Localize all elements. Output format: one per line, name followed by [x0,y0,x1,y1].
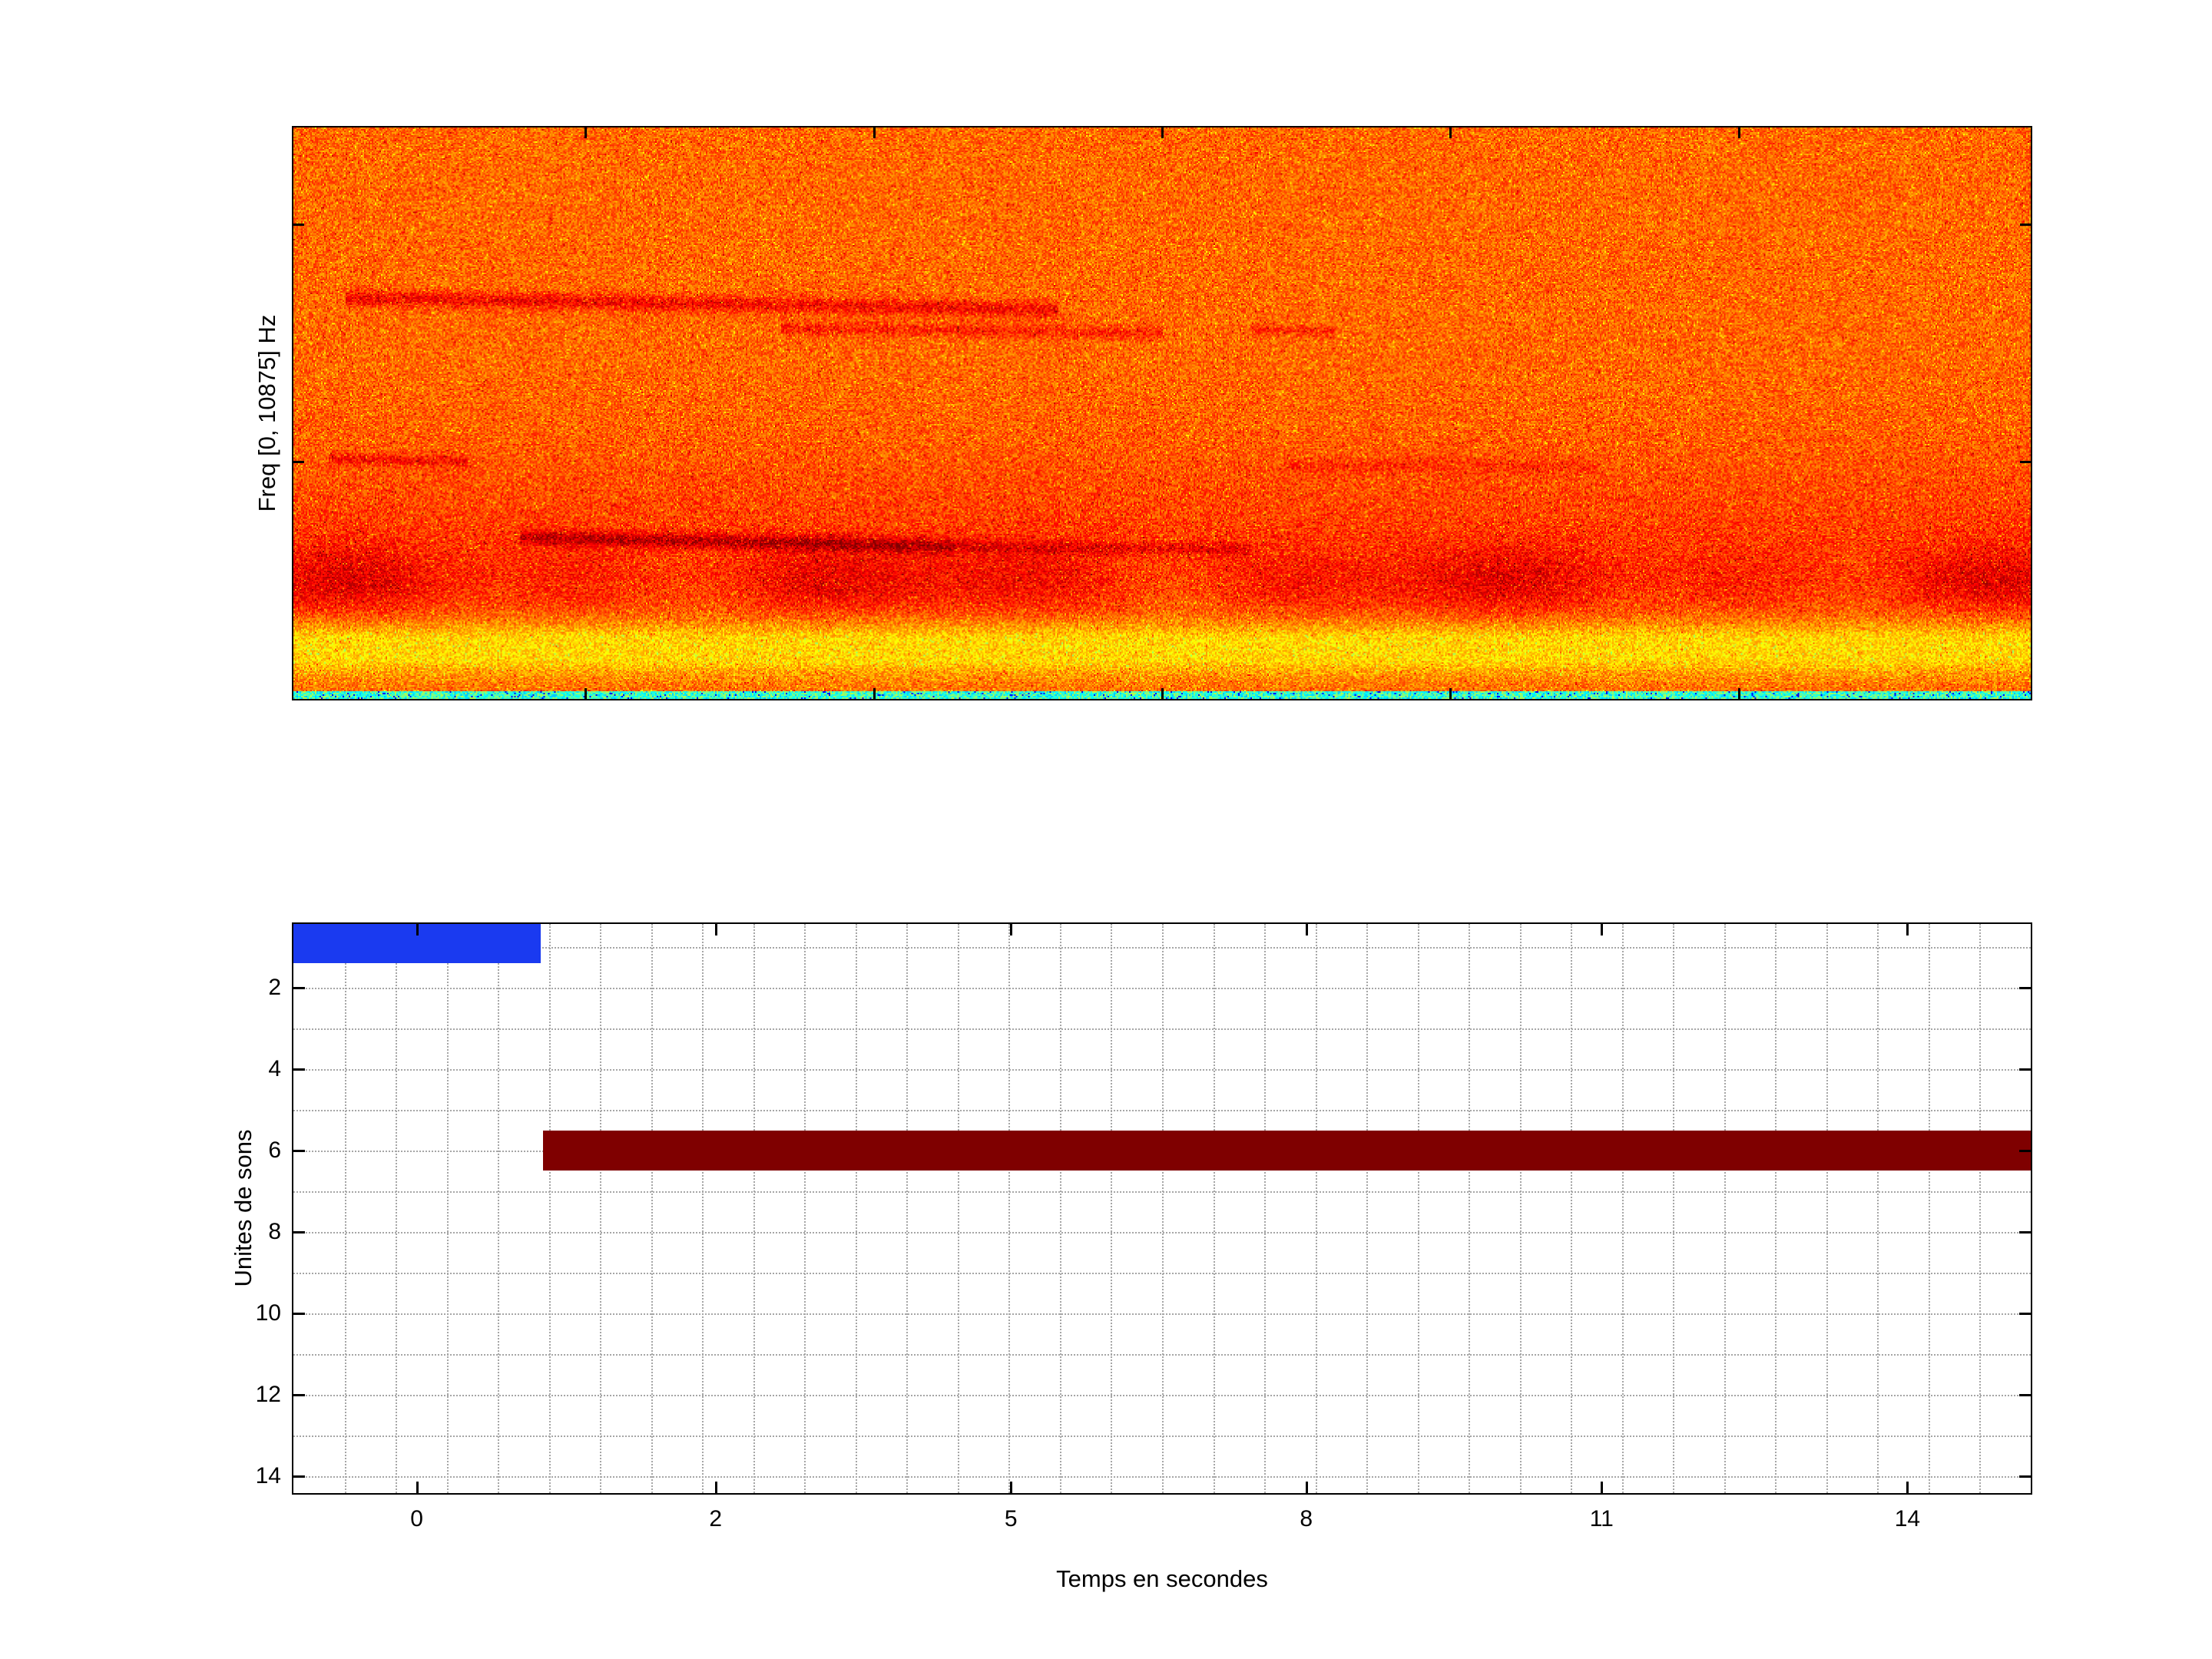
x-tick-label: 8 [1260,1504,1353,1535]
x-tick-label: 14 [1861,1504,1953,1535]
y-axis-tick [2019,1313,2031,1315]
x-tick-label: 0 [371,1504,463,1535]
y-tick-label: 14 [197,1461,281,1492]
y-axis-tick [293,1068,305,1071]
x-axis-tick [1906,1482,1909,1493]
y-axis-tick [293,987,305,989]
x-tick-label: 2 [670,1504,762,1535]
x-axis-tick [1306,1482,1308,1493]
spec-x-tick [584,688,587,699]
y-axis-tick [293,1313,305,1315]
spec-x-tick [1161,127,1164,138]
y-tick-label: 10 [197,1298,281,1329]
x-axis-tick [1306,924,1308,935]
y-axis-tick [2019,1068,2031,1071]
y-axis-tick [293,1231,305,1233]
x-axis-tick [1601,924,1603,935]
y-tick-label: 2 [197,972,281,1003]
spec-y-tick [2020,224,2031,226]
y-axis-tick [2019,1231,2031,1233]
y-axis-tick [293,1394,305,1396]
x-axis-tick [715,924,717,935]
spec-x-tick [584,127,587,138]
x-tick-label: 5 [965,1504,1057,1535]
timeline-axes [292,922,2032,1495]
spec-y-tick [2020,461,2031,463]
timeline-xlabel: Temps en secondes [893,1565,1431,1593]
timeline-ticks [293,924,2031,1493]
figure-window: Freq [0, 10875] Hz Unites de sons Temps … [0,0,2212,1659]
y-axis-tick [2019,1394,2031,1396]
spectrogram-axes [292,126,2032,700]
spectrogram-ylabel: Freq [0, 10875] Hz [253,315,281,512]
spec-x-tick [1161,688,1164,699]
spec-x-tick [1738,127,1740,138]
spec-x-tick [1449,127,1452,138]
spectrogram-ticks [293,127,2031,699]
y-tick-label: 4 [197,1054,281,1084]
spec-x-tick [1738,688,1740,699]
y-axis-tick [293,1475,305,1478]
x-axis-tick [416,924,419,935]
spec-x-tick [873,127,876,138]
spec-y-tick [293,461,304,463]
x-axis-tick [715,1482,717,1493]
x-axis-tick [1010,1482,1012,1493]
y-tick-label: 8 [197,1217,281,1247]
x-axis-tick [1906,924,1909,935]
x-tick-label: 11 [1555,1504,1647,1535]
x-axis-tick [416,1482,419,1493]
spec-x-tick [1449,688,1452,699]
y-axis-tick [2019,987,2031,989]
x-axis-tick [1601,1482,1603,1493]
y-axis-tick [2019,1150,2031,1152]
y-axis-tick [293,1150,305,1152]
y-axis-tick [2019,1475,2031,1478]
y-tick-label: 6 [197,1135,281,1166]
x-axis-tick [1010,924,1012,935]
y-tick-label: 12 [197,1379,281,1410]
spec-x-tick [873,688,876,699]
spec-y-tick [293,224,304,226]
